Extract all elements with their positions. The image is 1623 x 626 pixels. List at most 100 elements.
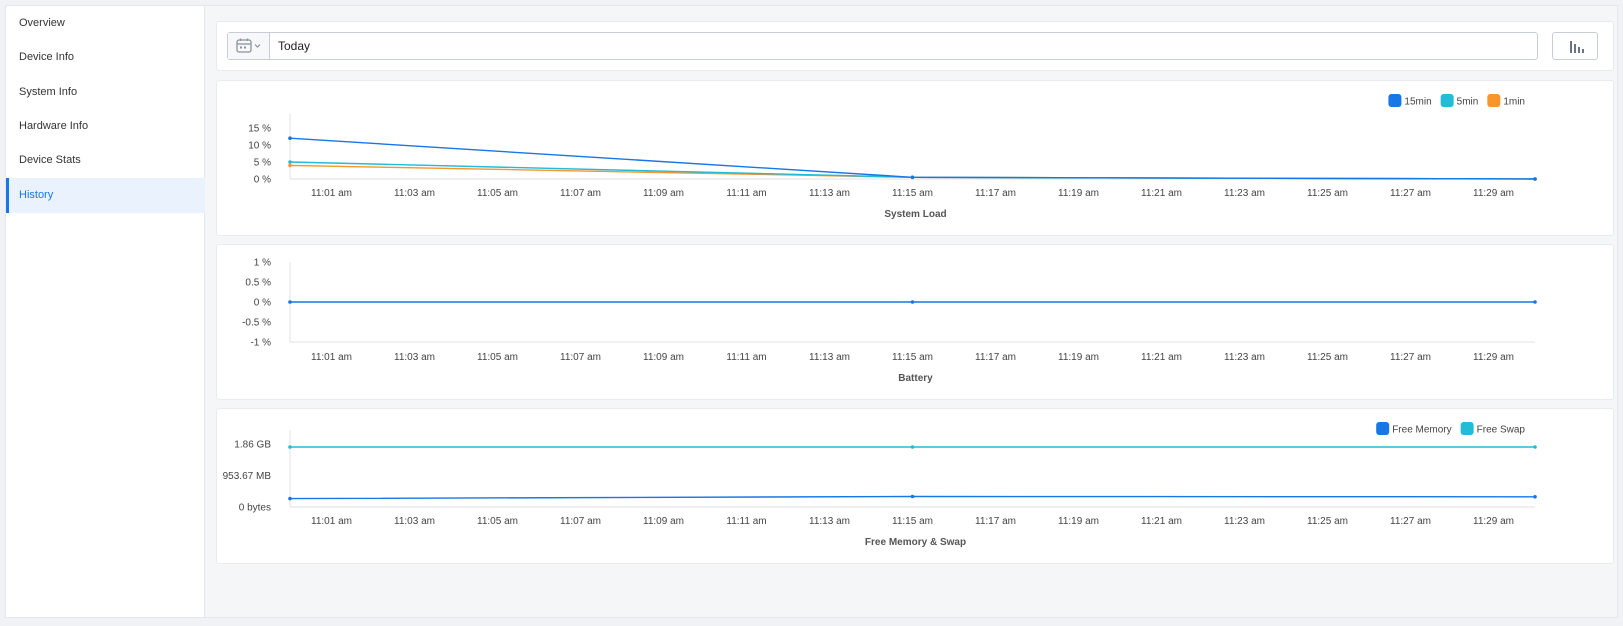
data-point — [288, 496, 292, 501]
y-tick-label: 0.5 % — [245, 278, 271, 289]
x-tick-label: 11:23 am — [1224, 188, 1265, 199]
x-tick-label: 11:07 am — [560, 516, 601, 527]
legend-swatch — [1376, 422, 1390, 435]
sidebar: Overview Device Info System Info Hardwar… — [6, 6, 205, 617]
x-tick-label: 11:21 am — [1141, 188, 1182, 199]
x-tick-label: 11:19 am — [1058, 352, 1099, 363]
x-tick-label: 11:11 am — [726, 188, 766, 199]
y-tick-label: 953.67 MB — [223, 471, 272, 482]
y-tick-label: 15 % — [248, 124, 271, 135]
x-tick-label: 11:27 am — [1390, 352, 1431, 363]
x-tick-label: 11:09 am — [643, 188, 684, 199]
data-point — [288, 160, 292, 164]
x-tick-label: 11:07 am — [560, 188, 601, 199]
system-load-chart: 15 % 10 % 5 % 0 % 11:01 am 11:03 am 11:05 am 11… — [248, 94, 1537, 220]
x-tick-label: 11:05 am — [477, 516, 518, 527]
x-tick-label: 11:17 am — [975, 516, 1016, 527]
x-tick-label: 11:29 am — [1473, 188, 1514, 199]
x-tick-label: 11:03 am — [394, 516, 435, 527]
x-tick-label: 11:11 am — [726, 516, 766, 527]
y-tick-label: 1 % — [254, 258, 271, 269]
sidebar-item-overview[interactable]: Overview — [19, 17, 65, 29]
legend-item[interactable]: Free Memory — [1376, 422, 1452, 436]
sidebar-item-device-info[interactable]: Device Info — [19, 51, 75, 63]
legend-item[interactable]: 5min — [1440, 94, 1479, 108]
legend-item[interactable]: 1min — [1487, 94, 1525, 108]
x-tick-label: 11:17 am — [975, 188, 1016, 199]
battery-card: 1 % 0.5 % 0 % -0.5 % -1 % 11:01 am 11:03 am 11:… — [216, 244, 1614, 400]
sidebar-item-device-stats[interactable]: Device Stats — [19, 154, 81, 166]
series-line — [289, 137, 1536, 180]
x-tick-label: 11:25 am — [1307, 352, 1348, 363]
x-tick-label: 11:21 am — [1141, 516, 1182, 527]
x-tick-label: 11:15 am — [892, 188, 933, 199]
free-memory-swap-chart: 1.86 GB 953.67 MB 0 bytes 11:01 am 11:03 am 1… — [223, 422, 1537, 548]
date-picker-button[interactable] — [228, 33, 270, 59]
y-tick-label: 1.86 GB — [234, 440, 271, 451]
legend-label: 1min — [1503, 97, 1525, 108]
x-tick-label: 11:13 am — [809, 352, 850, 363]
calendar-icon — [236, 38, 261, 53]
x-tick-label: 11:01 am — [311, 516, 352, 527]
data-point — [910, 175, 915, 180]
sidebar-item-hardware-info[interactable]: Hardware Info — [19, 120, 89, 132]
main-content: Today 15 % 10 % 5 % 0 % 11:01 am 11:03 am 11:0… — [205, 6, 1617, 617]
legend-item[interactable]: 15min — [1388, 94, 1432, 108]
y-tick-label: 5 % — [254, 158, 271, 169]
legend-swatch — [1440, 94, 1454, 107]
x-tick-label: 11:09 am — [643, 516, 684, 527]
legend-swatch — [1487, 94, 1501, 107]
x-tick-label: 11:03 am — [394, 188, 435, 199]
bar-chart-icon — [1570, 41, 1584, 53]
x-tick-label: 11:13 am — [809, 188, 850, 199]
date-range-value: Today — [278, 39, 311, 53]
chevron-down-icon — [254, 44, 261, 48]
x-tick-label: 11:07 am — [560, 352, 601, 363]
x-tick-label: 11:23 am — [1224, 352, 1265, 363]
legend-label: 15min — [1404, 97, 1431, 108]
x-tick-label: 11:19 am — [1058, 188, 1099, 199]
x-tick-label: 11:25 am — [1307, 188, 1348, 199]
data-point — [1533, 445, 1537, 449]
x-tick-label: 11:27 am — [1390, 188, 1431, 199]
x-tick-label: 11:17 am — [975, 352, 1016, 363]
x-tick-label: 11:05 am — [477, 352, 518, 363]
x-tick-label: 11:27 am — [1390, 516, 1431, 527]
memory-card: 1.86 GB 953.67 MB 0 bytes 11:01 am 11:03 am 1… — [216, 408, 1614, 564]
sidebar-item-system-info[interactable]: System Info — [19, 86, 78, 98]
system-load-card: 15 % 10 % 5 % 0 % 11:01 am 11:03 am 11:05 am 11… — [216, 80, 1614, 236]
x-tick-label: 11:01 am — [311, 352, 352, 363]
x-tick-label: 11:29 am — [1473, 352, 1514, 363]
x-tick-label: 11:23 am — [1224, 516, 1265, 527]
x-tick-label: 11:05 am — [477, 188, 518, 199]
x-tick-label: 11:25 am — [1307, 516, 1348, 527]
chart-type-button[interactable] — [1552, 32, 1598, 60]
date-range-field[interactable]: Today — [227, 32, 1538, 60]
x-tick-label: 11:19 am — [1058, 516, 1099, 527]
app-frame: Overview Device Info System Info Hardwar… — [5, 5, 1618, 618]
x-tick-label: 11:01 am — [311, 188, 352, 199]
date-toolbar: Today — [216, 21, 1614, 71]
data-point — [288, 445, 292, 449]
data-point — [288, 163, 292, 168]
x-tick-label: 11:03 am — [394, 352, 435, 363]
data-point — [288, 136, 292, 140]
legend-swatch — [1460, 422, 1474, 435]
x-tick-label: 11:11 am — [726, 352, 766, 363]
chart-title: System Load — [884, 209, 946, 220]
y-tick-label: 0 % — [254, 298, 271, 309]
y-tick-label: 10 % — [248, 141, 271, 152]
y-tick-label: -1 % — [250, 338, 271, 349]
data-point — [910, 494, 915, 499]
legend-swatch — [1388, 94, 1402, 107]
data-point — [910, 445, 915, 449]
legend-item[interactable]: Free Swap — [1460, 422, 1526, 436]
x-tick-label: 11:29 am — [1473, 516, 1514, 527]
sidebar-item-history[interactable]: History — [6, 178, 205, 213]
y-tick-label: 0 bytes — [239, 503, 271, 514]
data-point — [288, 300, 292, 304]
legend-label: 5min — [1457, 97, 1479, 108]
data-point — [1533, 495, 1537, 499]
legend-label: Free Memory — [1392, 425, 1451, 436]
battery-chart: 1 % 0.5 % 0 % -0.5 % -1 % 11:01 am 11:03 am 11:… — [242, 258, 1537, 384]
